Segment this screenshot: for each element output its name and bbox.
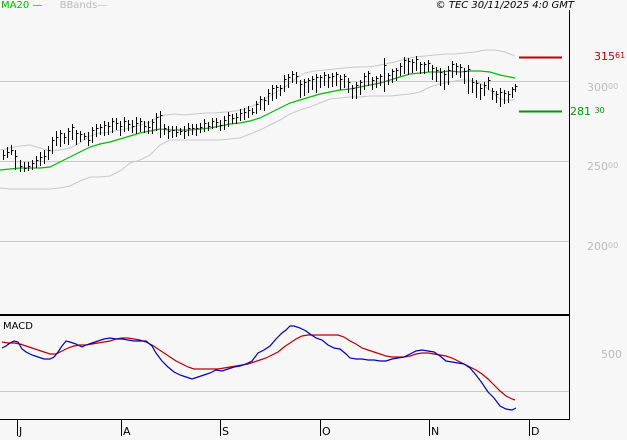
- ohlc-bars: [3, 56, 518, 172]
- chart-legend: MA20 — BBands—: [1, 0, 107, 12]
- month-label-nov: N: [431, 425, 440, 438]
- month-label-jul: J: [19, 425, 23, 438]
- month-label-sep: S: [222, 425, 229, 438]
- month-label-dec: D: [531, 425, 540, 438]
- macd-signal-line: [1, 334, 516, 401]
- macd-line: [1, 325, 517, 411]
- price-axis-300: 30000: [587, 81, 619, 94]
- resistance-label: 31561: [594, 50, 626, 63]
- copyright-timestamp: © TEC 30/11/2025 4:0 GMT: [435, 0, 574, 11]
- ma20-line: [0, 70, 516, 171]
- macd-title: MACD: [3, 321, 33, 332]
- month-label-oct: O: [322, 425, 331, 438]
- price-axis-250: 25000: [587, 160, 619, 173]
- macd-axis-500: 500: [601, 348, 622, 361]
- support-label: 281 30: [570, 105, 605, 118]
- bband-lower-line: [0, 79, 515, 190]
- month-label-aug: A: [123, 425, 131, 438]
- legend-bbands: BBands—: [59, 0, 108, 11]
- legend-ma20: MA20 —: [1, 0, 43, 11]
- price-axis-200: 20000: [587, 240, 619, 253]
- bband-upper-line: [0, 49, 516, 152]
- month-ticks: [17, 420, 530, 436]
